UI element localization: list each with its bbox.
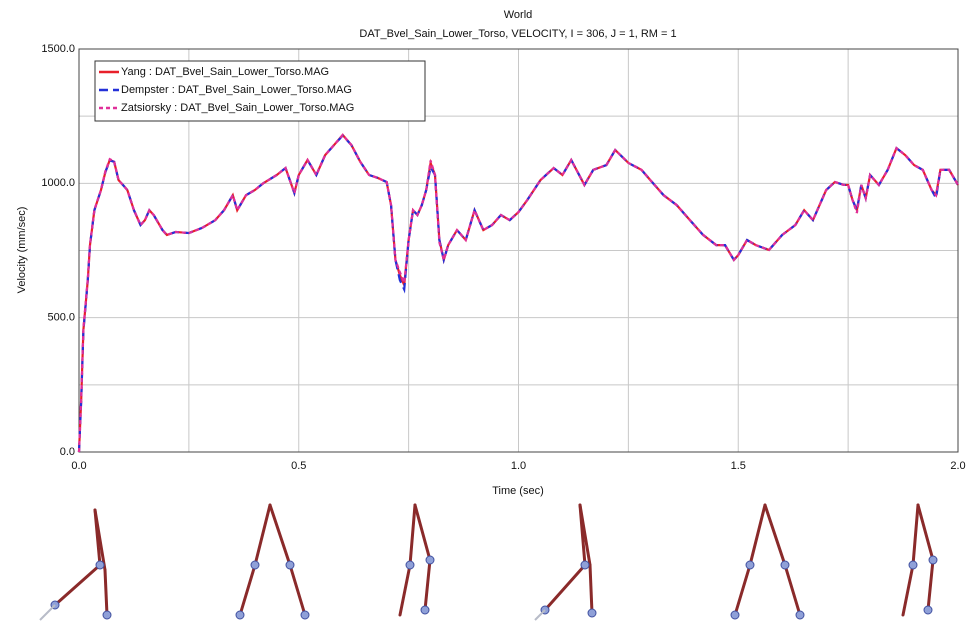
skeletons [39, 503, 938, 621]
x-tick-label: 1.0 [511, 460, 526, 472]
chart-title: World [504, 9, 533, 21]
x-tick-label: 0.5 [291, 460, 306, 472]
x-tick-label: 1.5 [731, 460, 746, 472]
x-axis-label: Time (sec) [492, 485, 544, 497]
plot-frame [78, 48, 959, 453]
y-tick-label: 1000.0 [41, 177, 75, 189]
legend-label: Dempster : DAT_Bvel_Sain_Lower_Torso.MAG [121, 84, 352, 96]
y-axis-label: Velocity (mm/sec) [16, 207, 28, 294]
y-tick-label: 0.0 [60, 446, 75, 458]
skeleton [39, 508, 112, 621]
skeleton [730, 503, 805, 620]
chart-subtitle: DAT_Bvel_Sain_Lower_Torso, VELOCITY, I =… [359, 28, 676, 40]
skeleton [235, 503, 310, 620]
skeleton [398, 503, 435, 617]
y-tick-label: 1500.0 [41, 43, 75, 55]
legend-label: Zatsiorsky : DAT_Bvel_Sain_Lower_Torso.M… [121, 102, 354, 114]
legend-box [94, 60, 426, 122]
series-line [77, 133, 959, 453]
legend-label: Yang : DAT_Bvel_Sain_Lower_Torso.MAG [121, 66, 329, 78]
skeleton [901, 503, 938, 617]
x-tick-label: 0.0 [71, 460, 86, 472]
y-tick-label: 500.0 [47, 312, 75, 324]
x-tick-label: 2.0 [950, 460, 965, 472]
skeleton [534, 503, 597, 621]
